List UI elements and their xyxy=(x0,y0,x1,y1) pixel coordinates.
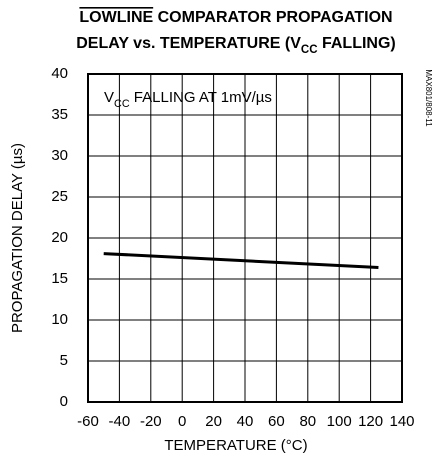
y-tick-label: 10 xyxy=(51,311,68,328)
y-tick-label: 0 xyxy=(60,393,68,410)
y-tick-label: 15 xyxy=(51,270,68,287)
x-tick-label: 100 xyxy=(327,413,352,430)
text-segment: LOWLINE xyxy=(79,9,153,26)
text-segment: COMPARATOR PROPAGATION xyxy=(153,9,392,26)
y-tick-label: 35 xyxy=(51,106,68,123)
x-tick-label: 120 xyxy=(358,413,383,430)
text-segment: DELAY vs. TEMPERATURE (V xyxy=(76,35,301,52)
text-segment: CC xyxy=(114,98,130,110)
text-segment: FALLING) xyxy=(318,35,396,52)
x-tick-label: 140 xyxy=(389,413,414,430)
y-tick-label: 25 xyxy=(51,188,68,205)
y-tick-label: 40 xyxy=(51,65,68,82)
x-tick-label: 80 xyxy=(299,413,316,430)
x-tick-label: 0 xyxy=(178,413,186,430)
y-tick-label: 20 xyxy=(51,229,68,246)
text-segment: V xyxy=(104,89,114,106)
annotation: VCC FALLING AT 1mV/µs xyxy=(104,89,272,110)
data-line xyxy=(103,252,379,270)
chart-title: DELAY vs. TEMPERATURE (VCC FALLING) xyxy=(76,35,396,56)
x-tick-label: -60 xyxy=(77,413,99,430)
chart-title: LOWLINE COMPARATOR PROPAGATION xyxy=(79,9,392,26)
x-tick-label: 60 xyxy=(268,413,285,430)
x-tick-label: -20 xyxy=(140,413,162,430)
text-segment: FALLING AT 1mV/µs xyxy=(130,89,272,106)
y-axis-label: PROPAGATION DELAY (µs) xyxy=(9,143,26,333)
plot-frame xyxy=(87,73,403,403)
y-tick-label: 5 xyxy=(60,352,68,369)
side-note: MAX801/808-11 xyxy=(424,69,433,127)
x-tick-label: -40 xyxy=(109,413,131,430)
x-tick-label: 40 xyxy=(237,413,254,430)
x-tick-label: 20 xyxy=(205,413,222,430)
y-tick-label: 30 xyxy=(51,147,68,164)
text-segment: CC xyxy=(301,44,318,56)
x-axis-label: TEMPERATURE (°C) xyxy=(164,437,307,454)
